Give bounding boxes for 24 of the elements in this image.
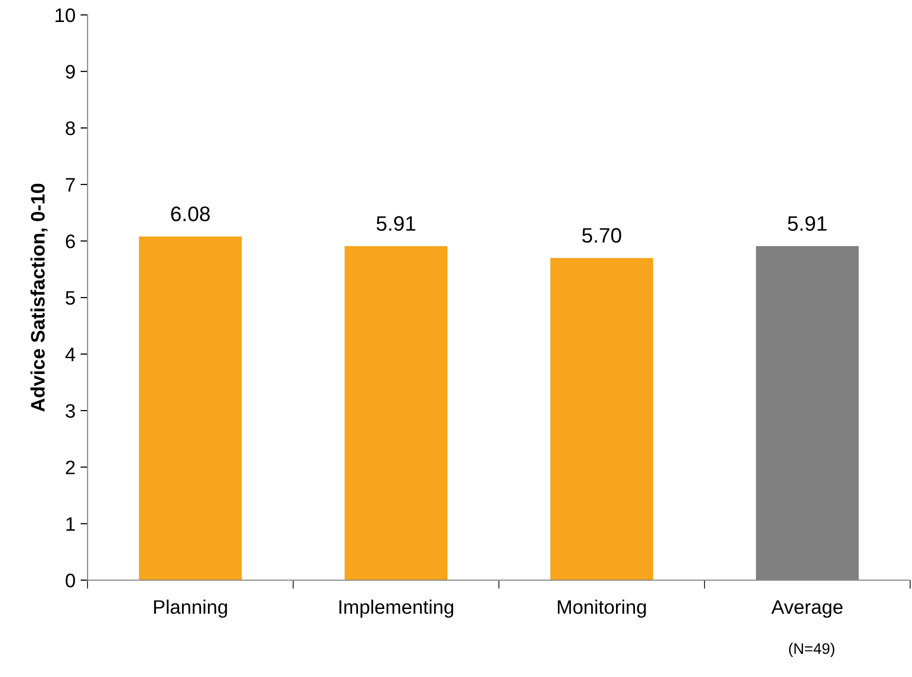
x-tick-label: Average <box>771 600 843 618</box>
y-tick-label: 8 <box>66 121 75 136</box>
y-tick-label: 4 <box>65 348 76 362</box>
data-label: 5.91 <box>788 216 827 231</box>
y-tick-label: 9 <box>66 64 75 79</box>
y-tick-label: 5 <box>66 291 75 305</box>
y-tick-label: 1 <box>66 517 75 531</box>
y-tick-label: 6 <box>66 234 75 248</box>
y-axis-title: Advice Satisfaction, 0-10 <box>30 184 48 412</box>
bar <box>344 246 448 580</box>
x-tick-label: Monitoring <box>558 600 646 618</box>
y-tick-label: 0 <box>66 574 75 588</box>
text: (N=49) <box>789 642 834 658</box>
y-tick-label: 7 <box>66 178 75 192</box>
x-tick-label: Implementing <box>339 600 454 618</box>
y-tick-label: 2 <box>66 460 75 474</box>
data-label: 5.91 <box>376 216 416 231</box>
bar <box>138 236 242 580</box>
y-tick-label: 3 <box>66 404 75 418</box>
bar <box>550 258 654 580</box>
data-label: 6.08 <box>171 206 210 222</box>
x-tick-label: Planning <box>154 600 227 618</box>
data-label: 5.70 <box>582 228 622 243</box>
y-tick-label: 10 <box>56 8 75 22</box>
